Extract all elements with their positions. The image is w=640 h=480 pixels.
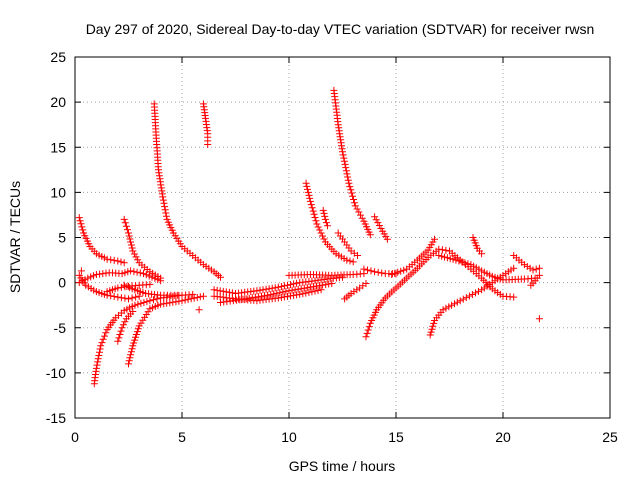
series-arc-7	[120, 215, 165, 282]
series-arc-13	[210, 273, 346, 297]
series-arc-30	[527, 271, 543, 289]
series-arc-11	[199, 100, 212, 148]
series-arc-20	[334, 229, 361, 259]
grid-lines	[75, 57, 610, 418]
series-arc-12	[195, 306, 203, 314]
series-arc-10	[150, 100, 224, 281]
series-arc-18	[319, 206, 331, 230]
series-arc-23	[371, 213, 391, 243]
data-point-markers	[360, 265, 400, 278]
y-tick-label: 5	[58, 230, 66, 246]
data-point-markers	[217, 280, 336, 306]
y-axis-label: SDTVAR / TECUs	[7, 181, 23, 293]
data-point-markers	[75, 214, 128, 267]
x-axis-ticks: 0 5 10 15 20 25	[71, 57, 618, 445]
data-point-markers	[535, 315, 543, 323]
data-marks	[75, 86, 543, 388]
series-arc-26	[426, 264, 518, 339]
data-point-markers	[388, 235, 438, 278]
series-arc-28	[469, 234, 486, 258]
data-point-markers	[195, 306, 203, 314]
series-arc-6	[114, 308, 137, 345]
series-arc-21	[341, 280, 370, 303]
data-point-markers	[120, 215, 165, 282]
data-point-markers	[210, 273, 346, 297]
x-tick-label: 5	[178, 429, 186, 445]
series-arc-31	[535, 315, 543, 323]
data-point-markers	[150, 100, 224, 281]
data-point-markers	[426, 264, 518, 339]
y-tick-label: -5	[54, 320, 67, 336]
y-tick-label: -10	[46, 365, 66, 381]
data-point-markers	[302, 179, 357, 266]
x-axis-label: GPS time / hours	[289, 458, 396, 474]
series-arc-16	[285, 270, 368, 279]
series-arc-3	[75, 271, 143, 303]
data-point-markers	[125, 292, 207, 368]
series-arc-8	[125, 292, 207, 368]
y-tick-label: -15	[46, 410, 66, 426]
y-tick-label: 20	[50, 94, 66, 110]
data-point-markers	[114, 308, 137, 345]
x-tick-label: 20	[495, 429, 511, 445]
data-point-markers	[341, 280, 370, 303]
data-point-markers	[77, 267, 85, 275]
series-arc-9	[120, 281, 182, 299]
data-point-markers	[120, 281, 182, 299]
data-point-markers	[75, 271, 143, 303]
y-tick-label: 15	[50, 139, 66, 155]
series-arc-27	[435, 252, 539, 284]
data-point-markers	[75, 267, 165, 287]
series-arc-19	[330, 86, 374, 239]
series-arc-14	[210, 286, 325, 305]
x-tick-label: 0	[71, 429, 79, 445]
x-tick-label: 15	[388, 429, 404, 445]
plot-frame	[74, 56, 611, 419]
data-point-markers	[510, 252, 543, 274]
data-point-markers	[199, 100, 212, 148]
series-arc-24	[362, 245, 518, 341]
series-arc-2	[75, 267, 165, 287]
data-point-markers	[435, 252, 539, 284]
y-axis-ticks: -15 -10 -5 0 5 10 15 20 25	[46, 49, 610, 426]
data-point-markers	[469, 234, 486, 258]
y-tick-label: 10	[50, 184, 66, 200]
y-tick-label: 0	[58, 275, 66, 291]
x-tick-label: 10	[281, 429, 297, 445]
data-point-markers	[285, 270, 368, 279]
x-tick-label: 25	[602, 429, 618, 445]
series-arc-15	[217, 280, 336, 306]
series-arc-29	[510, 252, 543, 274]
series-arc-25	[388, 235, 438, 278]
data-point-markers	[210, 286, 325, 305]
data-point-markers	[330, 86, 374, 239]
series-arc-32	[77, 267, 85, 275]
data-point-markers	[371, 213, 391, 243]
data-point-markers	[334, 229, 361, 259]
y-tick-label: 25	[50, 49, 66, 65]
data-point-markers	[362, 245, 518, 341]
series-arc-22	[360, 265, 400, 278]
data-point-markers	[319, 206, 331, 230]
chart-title: Day 297 of 2020, Sidereal Day-to-day VTE…	[86, 21, 595, 37]
data-point-markers	[527, 271, 543, 289]
series-arc-1	[75, 214, 128, 267]
series-arc-17	[302, 179, 357, 266]
